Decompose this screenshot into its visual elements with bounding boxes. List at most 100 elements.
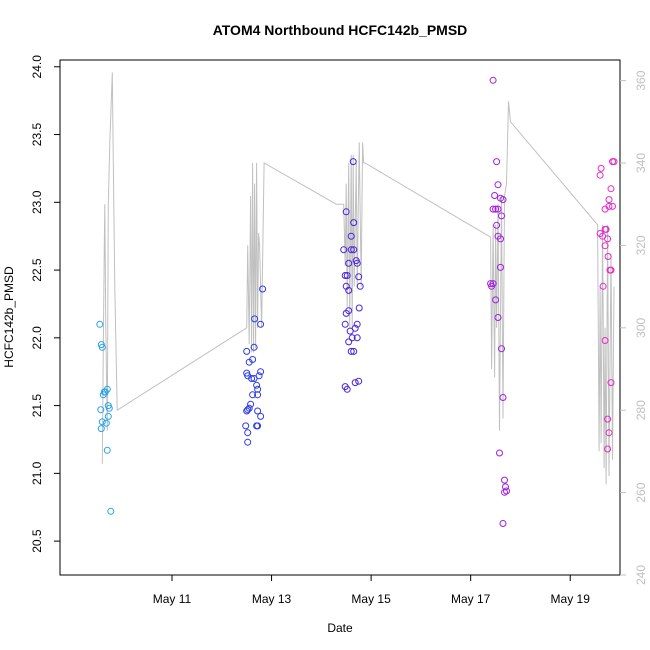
- data-point-flight-2-14: [259, 285, 267, 293]
- data-point-flight-4-21: [501, 476, 508, 484]
- data-point-flight-1-14: [103, 446, 111, 454]
- data-point-flight-4-14: [492, 296, 500, 304]
- data-point-flight-3-24: [345, 338, 353, 346]
- data-point-flight-3-29: [343, 385, 351, 393]
- data-point-flight-5-21: [604, 415, 612, 423]
- altitude-line: [101, 72, 615, 485]
- data-point-flight-3-27: [353, 334, 361, 342]
- data-point-flight-4-20: [496, 449, 503, 457]
- data-point-flight-4-24: [501, 488, 508, 496]
- y2-tick-label-5: 340: [634, 153, 648, 173]
- data-point-flight-2-10: [255, 372, 263, 380]
- data-point-flight-4-13: [489, 280, 497, 288]
- y-tick-label-3: 22.0: [30, 326, 44, 350]
- data-point-flight-2-27: [254, 422, 262, 430]
- data-point-flight-4-25: [499, 520, 507, 527]
- data-point-flight-5-13: [604, 235, 612, 243]
- data-point-flight-3-30: [351, 379, 359, 387]
- data-point-flight-4-8: [492, 205, 500, 213]
- data-point-flight-5-4: [607, 185, 615, 193]
- data-point-flight-2-25: [244, 438, 252, 446]
- data-point-flight-2-8: [253, 381, 261, 389]
- y2-tick-label-6: 360: [634, 70, 648, 90]
- y2-tick-label-0: 240: [634, 565, 648, 585]
- x-axis-label: Date: [327, 621, 353, 635]
- data-point-flight-2-18: [245, 404, 253, 412]
- data-point-flight-5-0: [597, 164, 605, 172]
- data-point-flight-4-7: [494, 232, 502, 240]
- data-point-flight-3-9: [356, 282, 364, 290]
- data-point-flight-3-18: [355, 304, 363, 312]
- data-point-flight-2-24: [244, 429, 252, 437]
- data-point-flight-3-16: [351, 324, 359, 332]
- data-point-flight-4-2: [494, 181, 502, 189]
- data-point-flight-1-9: [97, 425, 105, 433]
- data-point-flight-2-21: [254, 407, 262, 415]
- data-point-flight-5-20: [607, 379, 615, 387]
- data-point-flight-5-14: [601, 242, 609, 250]
- data-point-flight-3-5: [350, 246, 358, 254]
- data-point-flight-2-0: [243, 347, 251, 355]
- data-point-flight-3-8: [355, 273, 363, 281]
- data-point-flight-5-8: [605, 196, 613, 204]
- data-point-flight-2-5: [250, 343, 258, 351]
- y-tick-label-4: 22.5: [30, 258, 44, 282]
- data-point-flight-3-20: [347, 232, 355, 240]
- data-point-flight-2-22: [257, 412, 265, 420]
- data-point-flight-1-13: [104, 412, 112, 420]
- data-point-flight-3-26: [350, 347, 358, 355]
- y2-tick-label-3: 300: [634, 317, 648, 337]
- data-point-flight-2-11: [257, 368, 265, 376]
- y-tick-label-2: 21.5: [30, 394, 44, 418]
- data-point-flight-1-6: [103, 385, 111, 393]
- y2-tick-label-4: 320: [634, 235, 648, 255]
- altitude-layer: [101, 72, 615, 485]
- data-point-flight-1-15: [107, 507, 115, 515]
- y-tick-label-1: 21.0: [30, 461, 44, 485]
- data-point-flight-5-17: [607, 266, 615, 274]
- y-tick-label-6: 23.5: [30, 123, 44, 147]
- y-tick-label-0: 20.5: [30, 529, 44, 553]
- y-axis: 20.5 21.0 21.5 22.0 22.5 23.0 23.5 24.0: [30, 55, 60, 553]
- data-point-flight-5-7: [609, 202, 616, 210]
- data-point-flight-5-19: [601, 337, 609, 344]
- data-point-flight-4-23: [503, 487, 510, 495]
- data-point-flight-3-25: [347, 347, 355, 355]
- data-point-flight-3-22: [349, 158, 357, 166]
- x-tick-label-2: May 15: [351, 592, 391, 606]
- x-tick-label-4: May 19: [551, 592, 591, 606]
- plot-frame: [59, 59, 621, 576]
- data-point-flight-4-15: [494, 314, 502, 321]
- y2-tick-label-2: 280: [634, 400, 648, 420]
- data-point-flight-5-22: [605, 429, 613, 437]
- data-point-flight-4-17: [493, 221, 501, 229]
- data-point-flight-1-10: [102, 419, 110, 427]
- data-point-flight-1-8: [98, 418, 106, 426]
- data-point-flight-3-23: [341, 320, 349, 328]
- data-point-flight-4-26: [494, 205, 502, 213]
- data-point-flight-5-15: [604, 253, 612, 260]
- data-point-flight-4-18: [498, 345, 505, 353]
- points-layer: [96, 76, 618, 527]
- data-point-flight-3-15: [348, 334, 356, 342]
- data-point-flight-4-5: [498, 212, 505, 220]
- x-tick-label-3: May 17: [451, 592, 491, 606]
- data-point-flight-4-19: [499, 394, 507, 401]
- x-axis: May 11 May 13 May 15 May 17 May 19: [153, 574, 591, 606]
- data-point-flight-3-31: [355, 377, 363, 385]
- data-point-flight-3-2: [343, 272, 351, 279]
- data-point-flight-5-3: [610, 158, 618, 166]
- data-point-flight-5-18: [599, 282, 607, 290]
- data-point-flight-4-0: [489, 76, 497, 84]
- y2-axis: 240 260 280 300 320 340 360: [620, 70, 648, 585]
- data-point-flight-3-11: [345, 286, 353, 294]
- data-point-flight-3-1: [341, 272, 349, 279]
- data-point-flight-1-12: [105, 404, 113, 412]
- y-tick-label-7: 24.0: [30, 55, 44, 79]
- data-point-flight-4-16: [497, 263, 504, 271]
- data-point-flight-3-21: [350, 219, 358, 227]
- data-point-flight-2-19: [247, 400, 255, 408]
- data-point-flight-1-0: [96, 320, 104, 328]
- data-point-flight-4-9: [491, 192, 499, 199]
